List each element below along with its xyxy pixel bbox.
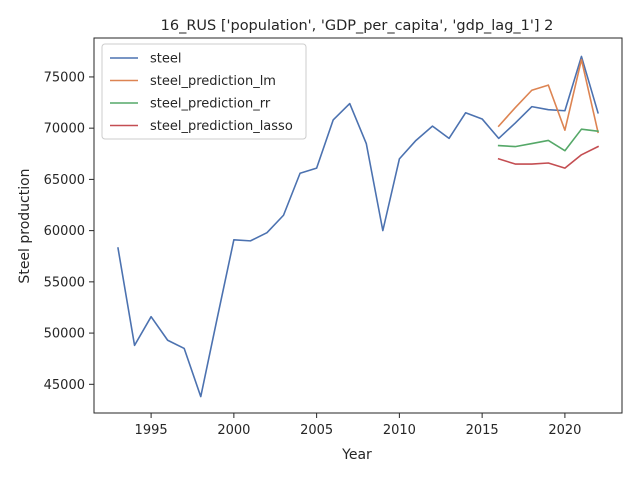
- y-tick-label: 65000: [44, 173, 85, 188]
- series-line-steel-prediction-lasso: [497, 145, 600, 169]
- plot-frame: [93, 37, 623, 414]
- legend-label: steel_prediction_rr: [150, 97, 271, 112]
- x-axis: 1995 2000 2005 2010 2015 2020: [135, 413, 581, 438]
- x-tick-label: 2015: [466, 423, 499, 438]
- series-line-steel-prediction-rr: [497, 128, 599, 152]
- series-line-steel-prediction-lm: [497, 58, 599, 134]
- chart-title: 16_RUS ['population', 'GDP_per_capita', …: [161, 18, 554, 34]
- legend-box: [101, 43, 307, 140]
- legend-label: steel: [150, 52, 181, 67]
- x-tick-label: 2010: [383, 423, 416, 438]
- legend: steel steel_prediction_lm steel_prediction…: [101, 43, 307, 140]
- y-axis-label: Steel production: [17, 168, 33, 283]
- y-tick-label: 50000: [44, 327, 85, 342]
- x-tick-label: 2000: [217, 423, 250, 438]
- y-tick-label: 70000: [44, 122, 85, 137]
- x-tick-label: 2020: [548, 423, 581, 438]
- y-tick-label: 45000: [44, 378, 85, 393]
- legend-label: steel_prediction_lm: [150, 74, 276, 89]
- x-axis-label: Year: [341, 447, 372, 463]
- legend-label: steel_prediction_lasso: [150, 119, 293, 134]
- x-tick-label: 2005: [300, 423, 333, 438]
- series-line-steel: [117, 55, 599, 398]
- y-tick-label: 55000: [44, 275, 85, 290]
- series-layer: [117, 55, 600, 398]
- y-tick-label: 60000: [44, 224, 85, 239]
- y-tick-label: 75000: [44, 70, 85, 85]
- y-axis: 45000 50000 55000 60000 65000 70000 75000: [44, 70, 94, 393]
- x-tick-label: 1995: [135, 423, 168, 438]
